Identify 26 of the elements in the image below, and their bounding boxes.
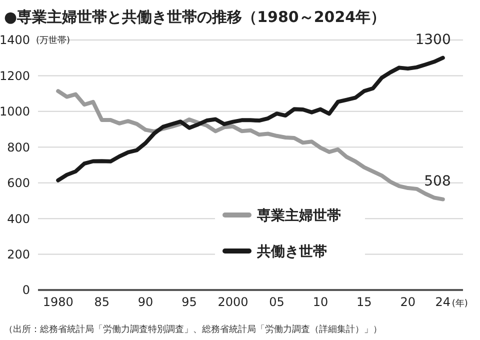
y-tick-label: 800: [7, 140, 30, 154]
text: （出所：総務省統計局「労働力調査特別調査」、総務省統計局「労働力調査（詳細集計）」）: [4, 324, 382, 335]
y-tick-label: 1400: [0, 33, 30, 48]
annotation: 508: [424, 173, 451, 190]
x-tick-label: 20: [400, 295, 416, 309]
x-axis-title: (年): [452, 298, 468, 309]
x-tick-label: 85: [94, 295, 110, 309]
annotation: 1300: [415, 32, 451, 48]
chart-title: ●専業主婦世帯と共働き世帯の推移（1980～2024年）: [4, 8, 386, 26]
x-tick-label: 2000: [218, 295, 248, 309]
legend-label: 共働き世帯: [256, 244, 327, 260]
x-tick-label: 24: [435, 295, 451, 309]
x-tick-label: 95: [182, 295, 197, 309]
x-tick-label: 15: [356, 295, 372, 309]
legend-label: 専業主婦世帯: [256, 206, 341, 224]
y-tick-label: 1000: [0, 104, 30, 119]
x-tick-label: 1980: [42, 295, 74, 309]
y-tick-label: 0: [22, 283, 30, 298]
y-tick-label: 1200: [0, 68, 30, 83]
y-axis-title: (万世帯): [36, 35, 70, 46]
y-tick-label: 600: [7, 176, 30, 190]
x-tick-label: 90: [138, 295, 154, 309]
x-tick-label: 10: [312, 295, 328, 309]
y-tick-label: 400: [7, 212, 30, 226]
y-tick-label: 200: [7, 247, 30, 262]
x-tick-label: 05: [269, 295, 284, 309]
